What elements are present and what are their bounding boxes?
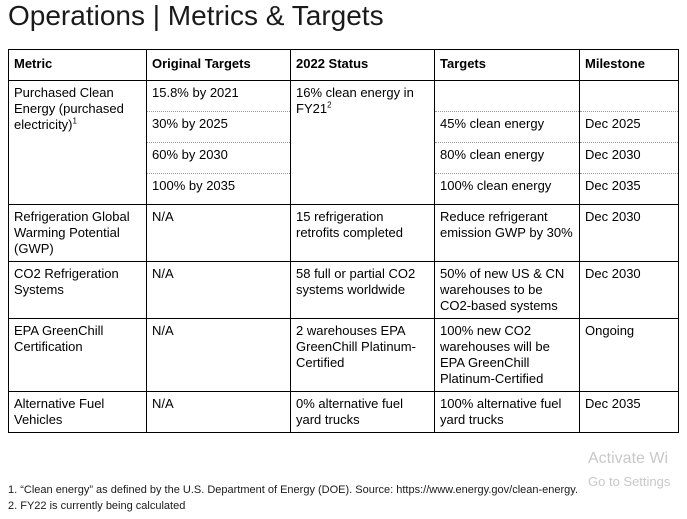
status-cell: 15 refrigeration retrofits completed xyxy=(290,204,435,262)
status-cell: 58 full or partial CO2 systems worldwide xyxy=(290,261,435,319)
status-cell: 0% alternative fuel yard trucks xyxy=(290,391,435,433)
original-target-cell: 100% by 2035 xyxy=(146,173,291,205)
metric-cell: EPA GreenChill Certification xyxy=(8,318,147,392)
original-target-cell: N/A xyxy=(146,204,291,262)
header-metric: Metric xyxy=(8,49,147,81)
milestone-cell: Ongoing xyxy=(579,318,679,392)
milestone-cell xyxy=(579,80,679,112)
table-row: 30% by 2025 45% clean energy Dec 2025 xyxy=(9,111,679,143)
table-row: Alternative Fuel Vehicles N/A 0% alterna… xyxy=(8,391,679,433)
metric-cell: Purchased Clean Energy (purchased electr… xyxy=(8,80,147,205)
page-title: Operations | Metrics & Targets xyxy=(8,0,384,31)
table-row: Purchased Clean Energy (purchased electr… xyxy=(8,80,679,205)
original-target-cell: N/A xyxy=(146,261,291,319)
metric-cell: Alternative Fuel Vehicles xyxy=(8,391,147,433)
footnotes: 1. “Clean energy” as defined by the U.S.… xyxy=(8,482,578,514)
original-target-cell: 30% by 2025 xyxy=(146,111,291,143)
target-cell: 80% clean energy xyxy=(434,142,580,174)
metric-cell: CO2 Refrigeration Systems xyxy=(8,261,147,319)
footnote-ref: 1 xyxy=(72,116,77,126)
original-target-cell: 15.8% by 2021 xyxy=(146,80,291,112)
target-cell: 100% clean energy xyxy=(434,173,580,205)
activate-windows-watermark: Activate Wi Go to Settings xyxy=(588,450,670,489)
original-target-cell: N/A xyxy=(146,391,291,433)
target-cell: 100% new CO2 warehouses will be EPA Gree… xyxy=(434,318,580,392)
target-cell: 100% alternative fuel yard trucks xyxy=(434,391,580,433)
metrics-table: Metric Original Targets 2022 Status Targ… xyxy=(8,49,679,433)
target-cell: 45% clean energy xyxy=(434,111,580,143)
table-row: 100% by 2035 100% clean energy Dec 2035 xyxy=(9,173,679,205)
header-milestone: Milestone xyxy=(579,49,679,81)
header-targets: Targets xyxy=(434,49,580,81)
header-2022-status: 2022 Status xyxy=(290,49,435,81)
target-cell: Reduce refrigerant emission GWP by 30% xyxy=(434,204,580,262)
target-cell: 50% of new US & CN warehouses to be CO2-… xyxy=(434,261,580,319)
milestone-cell: Dec 2025 xyxy=(579,111,679,143)
target-cell xyxy=(434,80,580,112)
status-text: 16% clean energy in FY21 xyxy=(296,85,414,116)
milestone-cell: Dec 2030 xyxy=(579,261,679,319)
footnote-1: 1. “Clean energy” as defined by the U.S.… xyxy=(8,484,579,496)
metric-text: Purchased Clean Energy (purchased electr… xyxy=(14,85,124,132)
watermark-line-2: Go to Settings xyxy=(588,474,671,489)
header-original-targets: Original Targets xyxy=(146,49,291,81)
table-header-row: Metric Original Targets 2022 Status Targ… xyxy=(8,49,679,81)
original-target-cell: 60% by 2030 xyxy=(146,142,291,174)
milestone-cell: Dec 2035 xyxy=(579,173,679,205)
original-target-cell: N/A xyxy=(146,318,291,392)
table-row: EPA GreenChill Certification N/A 2 wareh… xyxy=(8,318,679,392)
table-row: 60% by 2030 80% clean energy Dec 2030 xyxy=(9,142,679,174)
status-cell: 16% clean energy in FY212 xyxy=(290,80,435,205)
footnote-ref: 2 xyxy=(327,100,332,110)
watermark-line-1: Activate Wi xyxy=(588,450,669,467)
milestone-cell: Dec 2035 xyxy=(579,391,679,433)
footnote-2: 2. FY22 is currently being calculated xyxy=(8,500,186,512)
milestone-cell: Dec 2030 xyxy=(579,142,679,174)
milestone-cell: Dec 2030 xyxy=(579,204,679,262)
table-row: CO2 Refrigeration Systems N/A 58 full or… xyxy=(8,261,679,319)
status-cell: 2 warehouses EPA GreenChill Platinum-Cer… xyxy=(290,318,435,392)
table-row: Refrigeration Global Warming Potential (… xyxy=(8,204,679,262)
metric-cell: Refrigeration Global Warming Potential (… xyxy=(8,204,147,262)
